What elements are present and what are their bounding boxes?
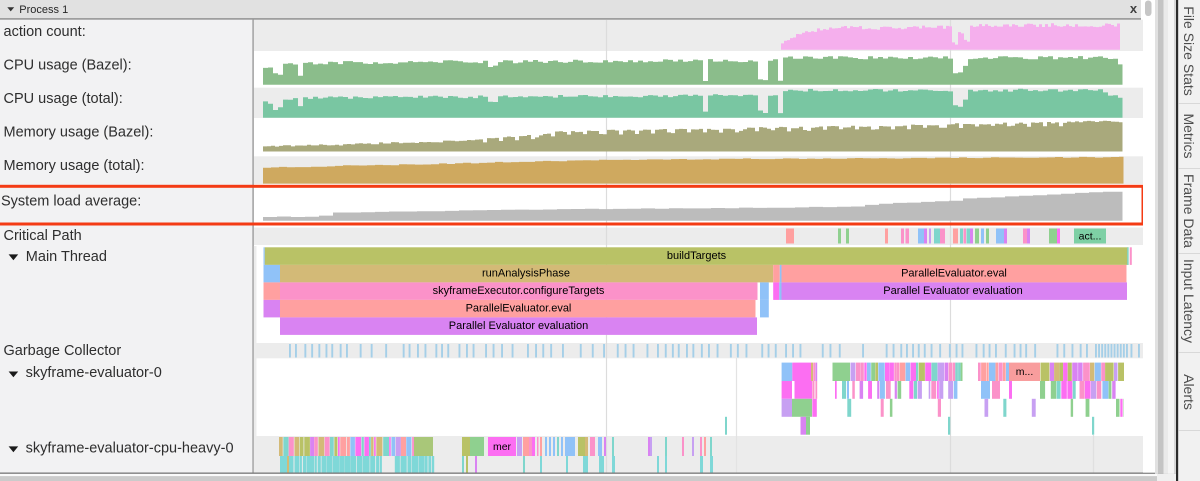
svg-text:Frame Data: Frame Data [1181,174,1197,248]
svg-text:Alerts: Alerts [1181,374,1197,410]
svg-text:buildTargets: buildTargets [667,250,727,262]
svg-text:File Size Stats: File Size Stats [1181,6,1197,95]
svg-text:Main Thread: Main Thread [26,249,107,265]
svg-text:Parallel Evaluator evaluation: Parallel Evaluator evaluation [449,320,588,332]
svg-text:Process 1: Process 1 [19,4,68,16]
svg-text:x: x [1130,1,1138,16]
svg-text:ParallelEvaluator.eval: ParallelEvaluator.eval [466,303,572,315]
svg-text:Metrics: Metrics [1181,113,1197,158]
svg-text:Critical Path: Critical Path [4,228,82,244]
svg-text:mer: mer [493,441,512,453]
svg-text:Garbage Collector: Garbage Collector [4,343,122,359]
svg-text:action count:: action count: [4,24,86,40]
svg-text:m...: m... [1016,366,1034,378]
svg-text:skyframeExecutor.configureTarg: skyframeExecutor.configureTargets [433,285,605,297]
svg-text:skyframe-evaluator-cpu-heavy-0: skyframe-evaluator-cpu-heavy-0 [26,441,234,457]
svg-text:runAnalysisPhase: runAnalysisPhase [482,268,570,280]
svg-text:CPU usage (total):: CPU usage (total): [4,91,123,107]
svg-text:act...: act... [1079,230,1102,242]
svg-text:CPU usage (Bazel):: CPU usage (Bazel): [4,57,132,73]
svg-text:Parallel Evaluator evaluation: Parallel Evaluator evaluation [883,285,1022,297]
svg-text:System load average:: System load average: [1,194,141,210]
svg-text:ParallelEvaluator.eval: ParallelEvaluator.eval [901,268,1007,280]
svg-text:skyframe-evaluator-0: skyframe-evaluator-0 [26,365,162,381]
svg-text:Memory usage (total):: Memory usage (total): [4,158,145,174]
svg-text:Memory usage (Bazel):: Memory usage (Bazel): [4,125,154,141]
svg-text:Input Latency: Input Latency [1181,259,1197,343]
